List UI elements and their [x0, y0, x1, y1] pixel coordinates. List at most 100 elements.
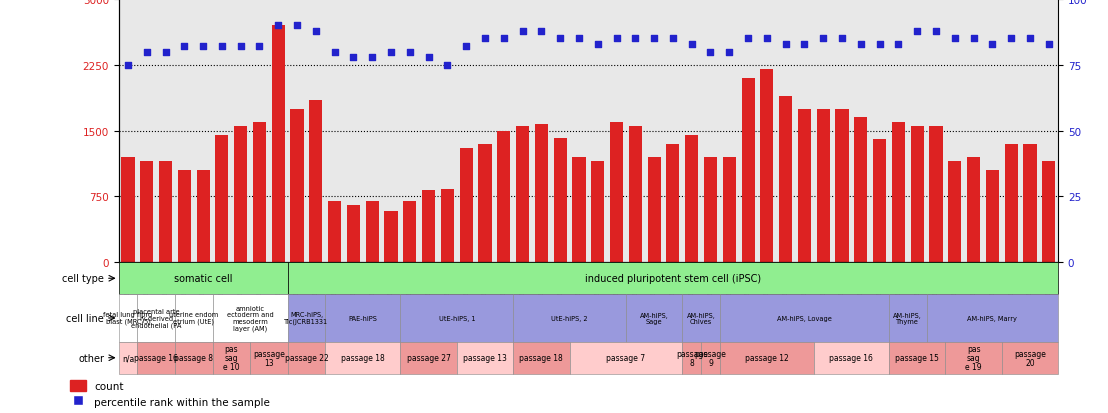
- Point: [984, 41, 1002, 48]
- Bar: [119, 263, 288, 294]
- Point: [607, 36, 625, 43]
- Bar: [720, 342, 814, 374]
- Bar: [400, 342, 456, 374]
- Bar: [347, 206, 360, 263]
- Bar: [326, 342, 400, 374]
- Point: [1022, 36, 1039, 43]
- Bar: [683, 294, 720, 342]
- Bar: [441, 190, 454, 263]
- Point: [495, 36, 513, 43]
- Bar: [328, 202, 341, 263]
- Text: cell line: cell line: [66, 313, 104, 323]
- Bar: [513, 342, 570, 374]
- Point: [814, 36, 832, 43]
- Bar: [288, 294, 326, 342]
- Text: passage 22: passage 22: [285, 354, 328, 362]
- Text: uterine endom
etrium (UtE): uterine endom etrium (UtE): [170, 312, 218, 325]
- Point: [965, 36, 983, 43]
- Text: AM-hiPS,
Chives: AM-hiPS, Chives: [687, 312, 716, 325]
- Bar: [403, 202, 417, 263]
- Bar: [288, 263, 1058, 294]
- Bar: [516, 127, 530, 263]
- Bar: [158, 162, 172, 263]
- Text: cell type: cell type: [62, 273, 104, 284]
- Point: [401, 49, 419, 56]
- Bar: [926, 294, 1058, 342]
- Bar: [722, 158, 736, 263]
- Bar: [460, 149, 473, 263]
- Text: MRC-hiPS,
Tic(JCRB1331: MRC-hiPS, Tic(JCRB1331: [285, 312, 329, 325]
- Bar: [309, 101, 322, 263]
- Point: [626, 36, 644, 43]
- Bar: [889, 342, 945, 374]
- Point: [1003, 36, 1020, 43]
- Bar: [141, 162, 153, 263]
- Text: passage 18: passage 18: [520, 354, 563, 362]
- Text: passage
13: passage 13: [253, 349, 285, 367]
- Text: pas
sag
e 10: pas sag e 10: [223, 344, 239, 371]
- Point: [476, 36, 494, 43]
- Text: passage 16: passage 16: [134, 354, 178, 362]
- Bar: [326, 294, 400, 342]
- Point: [420, 55, 438, 61]
- Bar: [288, 342, 326, 374]
- Point: [269, 23, 287, 30]
- Text: n/a: n/a: [122, 354, 134, 362]
- Bar: [1005, 145, 1018, 263]
- Text: passage
20: passage 20: [1014, 349, 1046, 367]
- Bar: [779, 96, 792, 263]
- Bar: [213, 342, 250, 374]
- Bar: [479, 145, 492, 263]
- Point: [720, 49, 738, 56]
- Text: placental arte
ry-derived
endothelial (PA: placental arte ry-derived endothelial (P…: [131, 309, 182, 328]
- Text: AM-hiPS, Lovage: AM-hiPS, Lovage: [777, 315, 832, 321]
- Text: AM-hiPS, Marry: AM-hiPS, Marry: [967, 315, 1017, 321]
- Bar: [175, 342, 213, 374]
- Bar: [685, 136, 698, 263]
- Bar: [835, 109, 849, 263]
- Bar: [626, 294, 683, 342]
- Bar: [854, 118, 868, 263]
- Bar: [250, 342, 288, 374]
- Point: [701, 49, 719, 56]
- Bar: [701, 342, 720, 374]
- Bar: [253, 123, 266, 263]
- Point: [796, 41, 813, 48]
- Bar: [704, 158, 717, 263]
- Bar: [271, 26, 285, 263]
- Bar: [137, 294, 175, 342]
- Point: [175, 44, 193, 50]
- Legend: count, percentile rank within the sample: count, percentile rank within the sample: [66, 376, 275, 411]
- Bar: [400, 294, 513, 342]
- Text: passage 16: passage 16: [830, 354, 873, 362]
- Text: PAE-hiPS: PAE-hiPS: [348, 315, 378, 321]
- Bar: [760, 70, 773, 263]
- Bar: [215, 136, 228, 263]
- Point: [363, 55, 381, 61]
- Bar: [384, 212, 398, 263]
- Bar: [945, 342, 1002, 374]
- Text: passage
8: passage 8: [676, 349, 708, 367]
- Bar: [570, 342, 683, 374]
- Bar: [930, 127, 943, 263]
- Text: passage 27: passage 27: [407, 354, 451, 362]
- Text: other: other: [79, 353, 104, 363]
- Point: [739, 36, 757, 43]
- Point: [250, 44, 268, 50]
- Bar: [535, 124, 548, 263]
- Bar: [948, 162, 962, 263]
- Bar: [967, 158, 981, 263]
- Point: [514, 28, 532, 35]
- Bar: [175, 294, 213, 342]
- Text: passage 18: passage 18: [341, 354, 384, 362]
- Point: [683, 41, 700, 48]
- Bar: [986, 171, 999, 263]
- Point: [326, 49, 343, 56]
- Bar: [422, 191, 435, 263]
- Text: AM-hiPS,
Sage: AM-hiPS, Sage: [639, 312, 668, 325]
- Bar: [817, 109, 830, 263]
- Text: UtE-hiPS, 2: UtE-hiPS, 2: [552, 315, 588, 321]
- Text: AM-hiPS,
Thyme: AM-hiPS, Thyme: [893, 312, 922, 325]
- Bar: [683, 342, 701, 374]
- Bar: [720, 294, 889, 342]
